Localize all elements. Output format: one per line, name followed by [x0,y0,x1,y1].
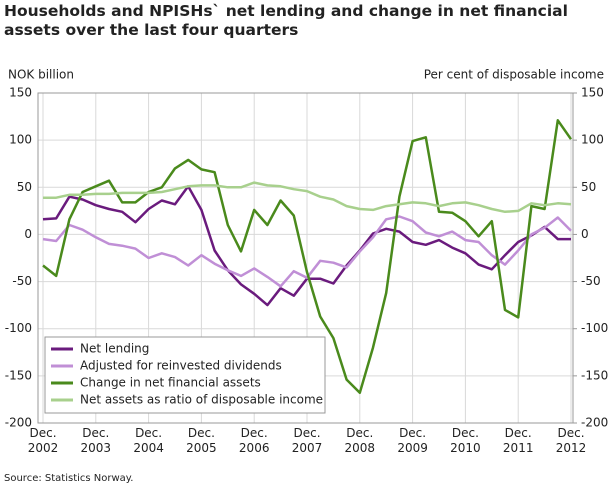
y-tick-label: 100 [9,133,32,147]
y2-tick-label: 100 [581,133,604,147]
y2-axis-label: Per cent of disposable income [424,68,604,82]
x-tick-label: Dec. 2011 [503,426,534,455]
y-tick-label: -100 [5,321,32,335]
y-tick-label: -50 [12,274,32,288]
legend-label: Net assets as ratio of disposable income [80,393,323,407]
series-line [42,215,572,288]
legend-label: Change in net financial assets [80,376,261,390]
y-tick-label: -200 [5,416,32,430]
y-tick-label: 150 [9,86,32,100]
y-tick-label: 50 [17,180,32,194]
x-tick-label: Dec. 2005 [186,426,217,455]
chart-title: Households and NPISHs` net lending and c… [4,2,568,39]
y2-tick-label: 0 [581,227,589,241]
series-line [43,181,572,214]
y-axis-label: NOK billion [8,68,74,82]
y-tick-label: 0 [24,227,32,241]
x-tick-label: Dec. 2010 [450,426,481,455]
legend-label: Net lending [80,342,149,356]
x-tick-label: Dec. 2008 [345,426,376,455]
x-tick-label: Dec. 2009 [397,426,428,455]
x-tick-label: Dec. 2004 [133,426,164,455]
x-tick-label: Dec. 2006 [239,426,270,455]
x-tick-label: Dec. 2007 [292,426,323,455]
y2-tick-label: 50 [581,180,596,194]
y2-tick-label: -150 [581,368,608,382]
y2-tick-label: -200 [581,416,608,430]
y2-tick-label: -100 [581,321,608,335]
x-tick-label: Dec. 2012 [556,426,587,455]
legend-label: Adjusted for reinvested dividends [80,359,282,373]
source: Source: Statistics Norway. [4,473,133,484]
legend-box [44,336,326,414]
x-tick-label: Dec. 2003 [81,426,112,455]
series-line [42,119,573,395]
x-tick-label: Dec. 2002 [28,426,59,455]
y-tick-label: -150 [5,368,32,382]
y2-tick-label: -50 [581,274,601,288]
y2-tick-label: 150 [581,86,604,100]
plot-frame [37,92,574,424]
